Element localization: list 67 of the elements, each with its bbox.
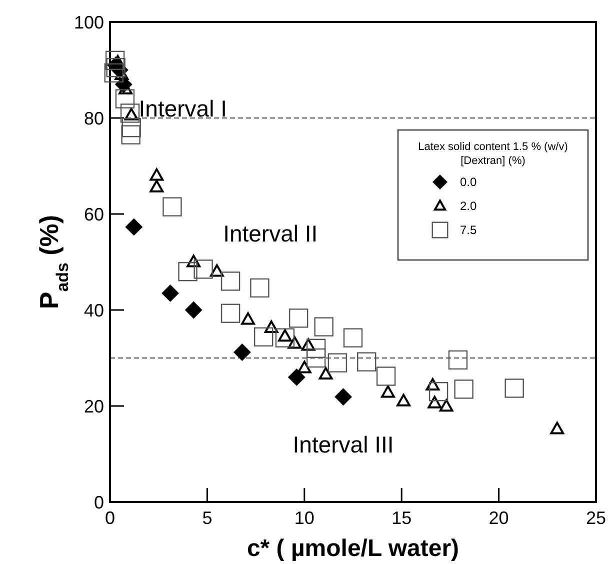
legend-label: 2.0 (460, 199, 478, 214)
point (121, 125, 140, 144)
legend-label: 0.0 (460, 175, 478, 190)
x-tick-label: 25 (586, 508, 606, 528)
point (275, 328, 295, 348)
legend-label: 7.5 (460, 223, 478, 238)
point (105, 50, 125, 70)
point (288, 308, 308, 328)
point (454, 380, 474, 399)
point (241, 312, 255, 325)
point (448, 350, 468, 370)
point (106, 58, 126, 78)
point (381, 385, 395, 398)
point (376, 366, 396, 386)
point (550, 422, 564, 434)
point (150, 168, 164, 181)
y-tick-label: 0 (94, 492, 104, 512)
point (396, 394, 410, 406)
point (115, 89, 135, 108)
point (357, 352, 376, 372)
x-axis-title: c* ( µmole/L water) (246, 535, 460, 562)
annotation: Interval I (138, 95, 228, 122)
point (297, 360, 312, 374)
point (162, 197, 182, 216)
point (254, 327, 274, 346)
y-tick-label: 80 (84, 108, 104, 128)
point (288, 336, 302, 349)
point (343, 328, 363, 348)
point (120, 104, 140, 123)
point (178, 262, 198, 282)
x-tick-label: 20 (488, 508, 509, 528)
point (122, 118, 141, 138)
point (250, 278, 270, 298)
y-tick-label: 20 (84, 396, 104, 416)
point (220, 304, 240, 323)
point (288, 368, 306, 386)
point (439, 399, 454, 412)
point (504, 378, 524, 398)
y-tick-label: 60 (84, 204, 104, 224)
point (314, 317, 334, 336)
point (234, 344, 251, 361)
point (334, 388, 352, 406)
point (220, 272, 240, 291)
x-tick-label: 5 (202, 508, 212, 528)
point (186, 254, 201, 268)
x-tick-label: 15 (392, 508, 412, 528)
point (185, 302, 202, 318)
point (318, 367, 333, 380)
point (306, 348, 326, 368)
point (194, 260, 213, 279)
point (264, 320, 278, 333)
point (428, 382, 448, 402)
legend-title: Latex solid content 1.5 % (w/v) [Dextran] (%) (418, 141, 568, 167)
point (328, 353, 348, 372)
point (210, 264, 224, 277)
point (162, 284, 179, 302)
annotation: Interval III (292, 431, 394, 458)
annotation: Interval II (223, 220, 318, 246)
point (104, 63, 124, 82)
point (428, 396, 442, 408)
point (150, 180, 164, 192)
x-tick-label: 10 (294, 508, 314, 528)
point (301, 338, 316, 351)
y-tick-label: 100 (74, 12, 104, 32)
point (125, 218, 142, 236)
y-tick-label: 40 (84, 300, 104, 320)
point (306, 338, 326, 358)
